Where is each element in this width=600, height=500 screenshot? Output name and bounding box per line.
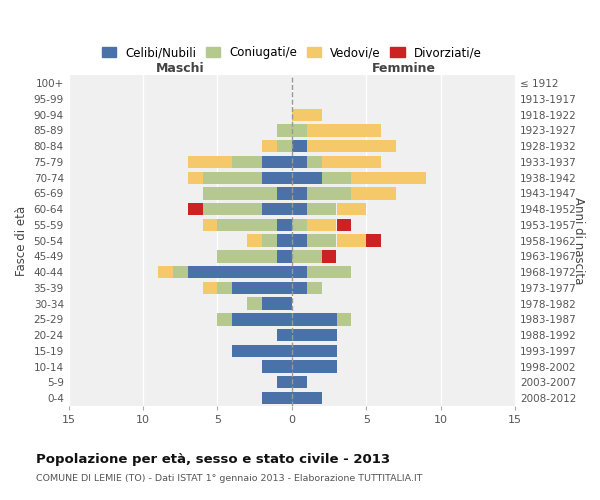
Bar: [262, 360, 292, 372]
Bar: [307, 266, 352, 278]
Bar: [277, 218, 292, 231]
Bar: [203, 172, 262, 184]
Bar: [352, 188, 396, 200]
Bar: [277, 329, 292, 342]
Bar: [277, 124, 292, 136]
Bar: [366, 234, 381, 247]
Bar: [322, 250, 337, 262]
Bar: [292, 203, 307, 215]
Bar: [292, 250, 322, 262]
Legend: Celibi/Nubili, Coniugati/e, Vedovi/e, Divorziati/e: Celibi/Nubili, Coniugati/e, Vedovi/e, Di…: [97, 42, 487, 64]
Bar: [262, 234, 277, 247]
Bar: [232, 156, 262, 168]
Bar: [188, 172, 203, 184]
Bar: [262, 298, 292, 310]
Bar: [322, 172, 352, 184]
Bar: [217, 250, 277, 262]
Bar: [337, 218, 352, 231]
Y-axis label: Fasce di età: Fasce di età: [15, 206, 28, 276]
Bar: [307, 234, 337, 247]
Bar: [277, 140, 292, 152]
Text: Femmine: Femmine: [371, 62, 436, 76]
Bar: [188, 156, 232, 168]
Bar: [292, 376, 307, 388]
Bar: [307, 282, 322, 294]
Bar: [217, 313, 232, 326]
Bar: [292, 172, 322, 184]
Y-axis label: Anni di nascita: Anni di nascita: [572, 197, 585, 284]
Bar: [262, 172, 292, 184]
Bar: [292, 360, 337, 372]
Bar: [292, 344, 337, 357]
Bar: [232, 313, 292, 326]
Bar: [307, 124, 381, 136]
Bar: [307, 218, 337, 231]
Bar: [203, 188, 277, 200]
Bar: [337, 234, 366, 247]
Bar: [292, 329, 337, 342]
Bar: [292, 140, 307, 152]
Bar: [292, 156, 307, 168]
Text: Popolazione per età, sesso e stato civile - 2013: Popolazione per età, sesso e stato civil…: [36, 452, 390, 466]
Bar: [232, 282, 292, 294]
Bar: [203, 282, 217, 294]
Bar: [337, 203, 366, 215]
Bar: [262, 203, 292, 215]
Text: COMUNE DI LEMIE (TO) - Dati ISTAT 1° gennaio 2013 - Elaborazione TUTTITALIA.IT: COMUNE DI LEMIE (TO) - Dati ISTAT 1° gen…: [36, 474, 422, 483]
Bar: [203, 218, 217, 231]
Bar: [277, 250, 292, 262]
Bar: [217, 218, 277, 231]
Bar: [247, 234, 262, 247]
Bar: [337, 313, 352, 326]
Bar: [247, 298, 262, 310]
Bar: [262, 156, 292, 168]
Bar: [277, 188, 292, 200]
Bar: [307, 188, 352, 200]
Bar: [292, 108, 322, 121]
Bar: [292, 282, 307, 294]
Bar: [232, 344, 292, 357]
Bar: [203, 203, 262, 215]
Bar: [188, 203, 203, 215]
Bar: [292, 392, 322, 404]
Bar: [173, 266, 188, 278]
Bar: [262, 140, 277, 152]
Bar: [217, 282, 232, 294]
Bar: [307, 203, 337, 215]
Bar: [307, 140, 396, 152]
Bar: [292, 218, 307, 231]
Bar: [292, 124, 307, 136]
Bar: [307, 156, 322, 168]
Bar: [292, 188, 307, 200]
Bar: [352, 172, 426, 184]
Bar: [262, 392, 292, 404]
Bar: [322, 156, 381, 168]
Bar: [188, 266, 292, 278]
Bar: [158, 266, 173, 278]
Bar: [277, 234, 292, 247]
Bar: [277, 376, 292, 388]
Bar: [292, 234, 307, 247]
Bar: [292, 266, 307, 278]
Bar: [292, 313, 337, 326]
Text: Maschi: Maschi: [156, 62, 205, 76]
